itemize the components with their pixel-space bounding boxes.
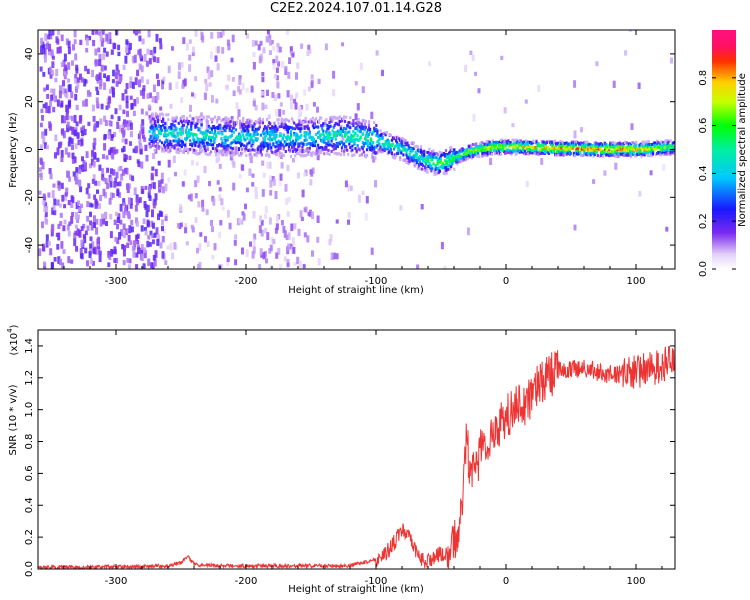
snr-ytick-label: 0.0 [24, 561, 35, 577]
spectrogram-ytick-label: 0 [24, 146, 35, 152]
colorbar-tick-label: 0.0 [698, 261, 709, 277]
svg-text:(x104): (x104) [6, 324, 20, 355]
colorbar-tick-label: 0.4 [698, 165, 709, 181]
snr-scale-exponent: 4 [6, 328, 14, 333]
spectrogram-ylabel: Frequency (Hz) [8, 112, 19, 188]
spectrogram-ytick-label: 40 [24, 48, 35, 61]
spectrogram-xtick-label: -300 [105, 276, 128, 287]
colorbar: 0.0 0.2 0.4 0.6 0.8 Normalized spectral ampl… [698, 30, 748, 277]
snr-xlabel: Height of straight line (km) [288, 584, 424, 595]
snr-panel: -300 -200 -100 0 100 0.0 0.2 0.4 0.6 0.8 1.0 1.2 1.4… [6, 324, 676, 595]
snr-xtick-label: 100 [626, 576, 645, 587]
spectrogram-xtick-label: -200 [235, 276, 258, 287]
snr-ytick-label: 1.4 [24, 338, 35, 354]
spectrogram-ytick-label: -20 [24, 189, 35, 205]
spectrogram-xtick-label: -100 [365, 276, 388, 287]
spectrogram-xtick-label: 0 [503, 276, 509, 287]
snr-xtick-label: -200 [235, 576, 258, 587]
colorbar-tick-label: 0.2 [698, 213, 709, 229]
snr-scale-label: (x104) [6, 324, 20, 355]
colorbar-tick-label: 0.8 [698, 70, 709, 86]
snr-ytick-label: 0.8 [24, 434, 35, 450]
snr-xtick-label: -300 [105, 576, 128, 587]
snr-ytick-label: 0.6 [24, 465, 35, 481]
snr-series-line [38, 346, 675, 569]
snr-ytick-label: 0.4 [24, 497, 35, 513]
snr-ytick-label: 1.0 [24, 402, 35, 418]
snr-ytick-label: 1.2 [24, 370, 35, 386]
snr-ylabel: SNR (10 * v/v) [8, 384, 19, 455]
snr-xtick-label: -100 [365, 576, 388, 587]
snr-xtick-label: 0 [503, 576, 509, 587]
snr-scale-base: (x10 [9, 333, 20, 356]
snr-ytick-label: 0.2 [24, 529, 35, 545]
spectrogram-ytick-label: 20 [24, 95, 35, 108]
colorbar-label: Normalized spectral amplitude [737, 73, 748, 227]
colorbar-tick-label: 0.6 [698, 118, 709, 134]
spectrogram-ytick-label: -40 [24, 237, 35, 253]
figure-title: C2E2.2024.107.01.14.G28 [269, 1, 443, 16]
spectrogram-xtick-label: 100 [626, 276, 645, 287]
spectrogram-xlabel: Height of straight line (km) [288, 285, 424, 296]
